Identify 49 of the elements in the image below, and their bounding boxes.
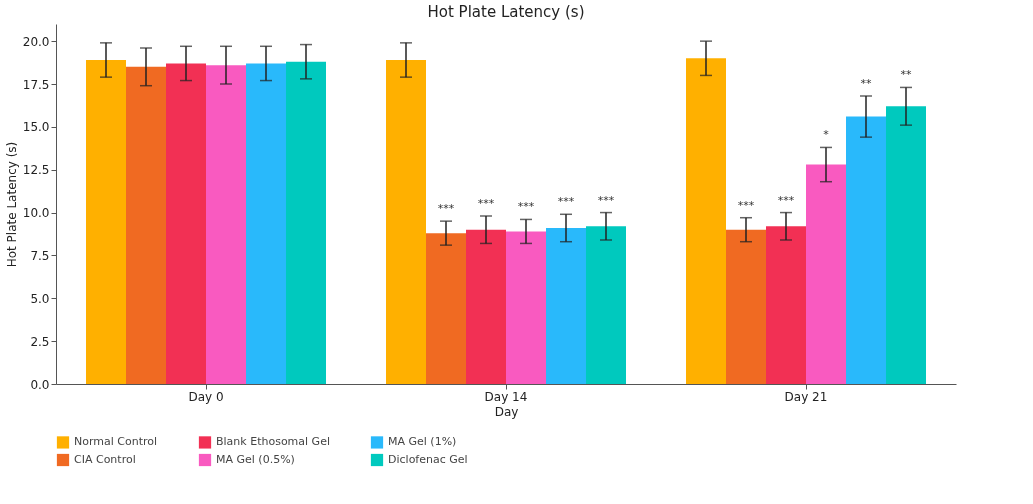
x-axis-title: Day [494, 404, 519, 419]
chart-title: Hot Plate Latency (s) [427, 3, 585, 21]
y-tick-label: 7.5 [30, 248, 50, 263]
bar [86, 60, 126, 384]
bar [466, 229, 506, 384]
data-label: *** [777, 193, 795, 207]
bar [806, 164, 846, 384]
data-label: *** [477, 197, 495, 210]
y-tick-label: 5.0 [30, 291, 50, 306]
legend-label: Blank Ethosomal Gel [216, 435, 330, 449]
legend-label: Diclofenac Gel [388, 453, 468, 466]
bar [166, 63, 206, 384]
data-label: * [823, 128, 830, 142]
x-tick-label: Day 0 [188, 389, 224, 404]
bar [886, 106, 926, 384]
bar [286, 61, 326, 384]
bar [846, 116, 886, 384]
data-label: ** [900, 68, 912, 82]
legend-label: MA Gel (1%) [388, 435, 457, 449]
bar [726, 229, 766, 384]
legend-label: MA Gel (0.5%) [216, 453, 295, 466]
data-label: *** [557, 195, 575, 209]
y-tick-label: 17.5 [22, 77, 50, 92]
data-label: *** [517, 200, 535, 214]
bar [386, 60, 426, 384]
y-tick-label: 15.0 [22, 120, 50, 135]
data-label: *** [597, 193, 615, 207]
x-tick-label: Day 14 [484, 389, 528, 404]
bar [206, 65, 246, 384]
bar [426, 233, 466, 384]
y-tick-label: 12.5 [22, 163, 50, 178]
bar [246, 63, 286, 384]
legend-label: Normal Control [74, 435, 158, 449]
y-tick-label: 10.0 [22, 206, 50, 221]
bar [506, 231, 546, 384]
bar [766, 226, 806, 384]
x-tick-label: Day 21 [784, 389, 828, 404]
legend-label: CIA Control [74, 453, 136, 466]
bar [686, 58, 726, 384]
data-label: *** [437, 202, 455, 216]
y-tick-label: 2.5 [30, 334, 50, 349]
y-axis-title: Hot Plate Latency (s) [4, 141, 19, 268]
y-tick-label: 0.0 [30, 377, 50, 392]
data-label: *** [737, 198, 755, 212]
bar [586, 226, 626, 384]
bar [546, 228, 586, 384]
bar [126, 66, 166, 384]
y-tick-label: 20.0 [22, 34, 50, 49]
data-label: ** [860, 77, 872, 90]
